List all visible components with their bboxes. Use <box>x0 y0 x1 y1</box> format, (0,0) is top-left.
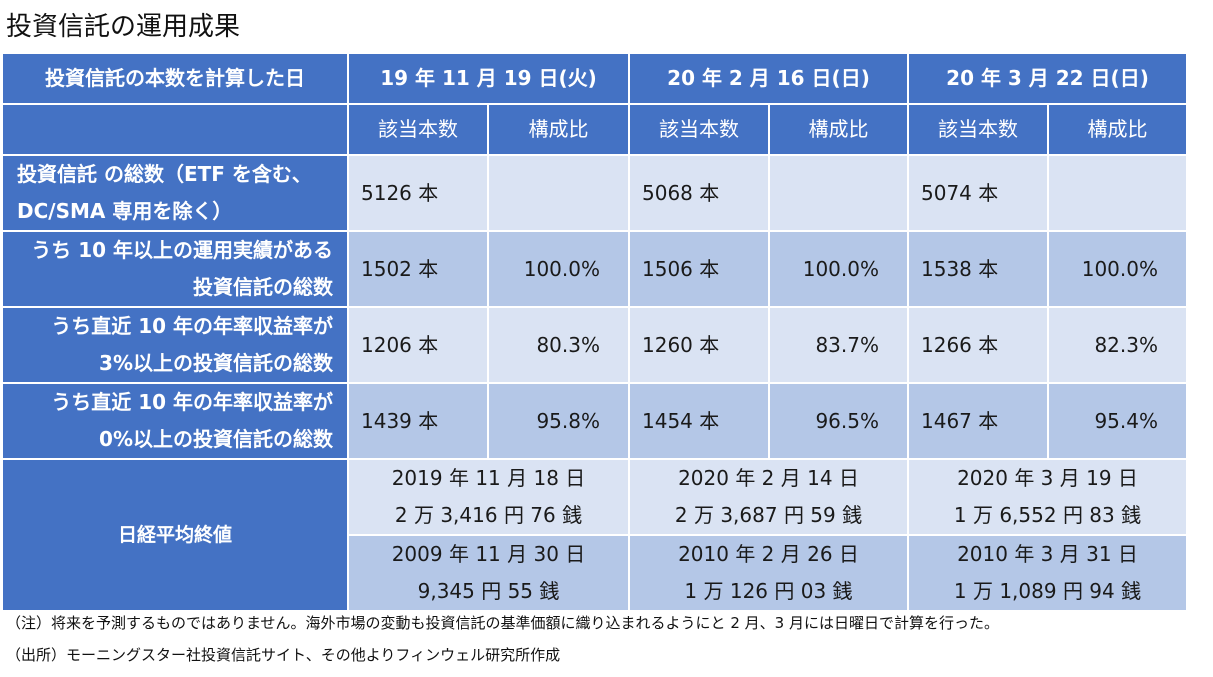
count-cell: 1266 本 <box>907 306 1049 384</box>
nikkei-past-cell: 2009 年 11 月 30 日 9,345 円 55 銭 <box>347 534 630 612</box>
nikkei-value: 1 万 1,089 円 94 銭 <box>953 579 1142 603</box>
table-row: うち直近 10 年の年率収益率が 3%以上の投資信託の総数 1206 本 80.… <box>1 306 1188 384</box>
nikkei-label: 日経平均終値 <box>1 458 349 612</box>
ratio-cell <box>487 154 630 232</box>
footnote-source: （出所）モーニングスター社投資信託サイト、その他よりフィンウェル研究所作成 <box>6 646 561 664</box>
ratio-cell: 83.7% <box>768 306 909 384</box>
count-cell: 1439 本 <box>347 382 489 460</box>
subheader-blank <box>1 103 349 156</box>
row-label-line: 投資信託の総数 <box>193 275 333 299</box>
subheader-ratio-2: 構成比 <box>768 103 909 156</box>
nikkei-past-cell: 2010 年 2 月 26 日 1 万 126 円 03 銭 <box>628 534 909 612</box>
count-cell: 1538 本 <box>907 230 1049 308</box>
header-calc-date-label: 投資信託の本数を計算した日 <box>1 52 349 105</box>
footnote-note: （注）将来を予測するものではありません。海外市場の変動も投資信託の基準価額に織り… <box>6 614 999 632</box>
row-label-line: 0%以上の投資信託の総数 <box>99 427 333 451</box>
subheader-ratio-3: 構成比 <box>1047 103 1188 156</box>
count-cell: 5074 本 <box>907 154 1049 232</box>
subheader-count-3: 該当本数 <box>907 103 1049 156</box>
table-row: 2009 年 11 月 30 日 9,345 円 55 銭 2010 年 2 月… <box>2 534 1188 612</box>
nikkei-date: 2019 年 11 月 18 日 <box>391 466 586 490</box>
row-label-3pct: うち直近 10 年の年率収益率が 3%以上の投資信託の総数 <box>1 306 349 384</box>
subheader-count-2: 該当本数 <box>628 103 770 156</box>
count-cell: 1260 本 <box>628 306 770 384</box>
ratio-cell: 80.3% <box>487 306 630 384</box>
header-date-1: 19 年 11 月 19 日(火) <box>347 52 630 105</box>
header-date-2: 20 年 2 月 16 日(日) <box>628 52 909 105</box>
row-label-total: 投資信託 の総数（ETF を含む、 DC/SMA 専用を除く） <box>1 154 349 232</box>
row-label-line: うち 10 年以上の運用実績がある <box>31 238 333 262</box>
ratio-cell: 82.3% <box>1047 306 1188 384</box>
ratio-cell: 100.0% <box>487 230 630 308</box>
nikkei-value: 9,345 円 55 銭 <box>417 579 560 603</box>
nikkei-recent-cell: 2020 年 3 月 19 日 1 万 6,552 円 83 銭 <box>907 458 1188 536</box>
row-label-0pct: うち直近 10 年の年率収益率が 0%以上の投資信託の総数 <box>1 382 349 460</box>
nikkei-date: 2010 年 2 月 26 日 <box>678 542 859 566</box>
nikkei-recent-cell: 2019 年 11 月 18 日 2 万 3,416 円 76 銭 <box>347 458 630 536</box>
count-cell: 1502 本 <box>347 230 489 308</box>
nikkei-date: 2020 年 2 月 14 日 <box>678 466 859 490</box>
count-cell: 1467 本 <box>907 382 1049 460</box>
row-label-line: うち直近 10 年の年率収益率が <box>51 390 333 414</box>
nikkei-value: 1 万 6,552 円 83 銭 <box>953 503 1142 527</box>
row-label-line: 3%以上の投資信託の総数 <box>99 351 333 375</box>
row-label-line: うち直近 10 年の年率収益率が <box>51 314 333 338</box>
count-cell: 1506 本 <box>628 230 770 308</box>
table-row: うち 10 年以上の運用実績がある 投資信託の総数 1502 本 100.0% … <box>1 230 1188 308</box>
subheader-ratio-1: 構成比 <box>487 103 630 156</box>
row-label-line: DC/SMA 専用を除く） <box>17 199 233 223</box>
nikkei-date: 2010 年 3 月 31 日 <box>957 542 1138 566</box>
ratio-cell <box>1047 154 1188 232</box>
ratio-cell <box>768 154 909 232</box>
count-cell: 5126 本 <box>347 154 489 232</box>
row-label-line: 投資信託 の総数（ETF を含む、 <box>17 162 312 186</box>
nikkei-value: 1 万 126 円 03 銭 <box>684 579 853 603</box>
ratio-cell: 95.8% <box>487 382 630 460</box>
subheader-count-1: 該当本数 <box>347 103 489 156</box>
table-row: 投資信託 の総数（ETF を含む、 DC/SMA 専用を除く） 5126 本 5… <box>1 154 1188 232</box>
ratio-cell: 96.5% <box>768 382 909 460</box>
ratio-cell: 100.0% <box>768 230 909 308</box>
table-row: うち直近 10 年の年率収益率が 0%以上の投資信託の総数 1439 本 95.… <box>1 382 1188 460</box>
count-cell: 1454 本 <box>628 382 770 460</box>
ratio-cell: 95.4% <box>1047 382 1188 460</box>
count-cell: 1206 本 <box>347 306 489 384</box>
ratio-cell: 100.0% <box>1047 230 1188 308</box>
nikkei-value: 2 万 3,687 円 59 銭 <box>674 503 863 527</box>
table-row: 日経平均終値 2019 年 11 月 18 日 2 万 3,416 円 76 銭… <box>1 458 1188 612</box>
nikkei-date: 2009 年 11 月 30 日 <box>391 542 586 566</box>
header-date-3: 20 年 3 月 22 日(日) <box>907 52 1188 105</box>
nikkei-date: 2020 年 3 月 19 日 <box>957 466 1138 490</box>
fund-performance-table: 投資信託の本数を計算した日 19 年 11 月 19 日(火) 20 年 2 月… <box>1 52 1188 612</box>
nikkei-recent-cell: 2020 年 2 月 14 日 2 万 3,687 円 59 銭 <box>628 458 909 536</box>
count-cell: 5068 本 <box>628 154 770 232</box>
page-title: 投資信託の運用成果 <box>6 12 241 42</box>
nikkei-value: 2 万 3,416 円 76 銭 <box>394 503 583 527</box>
nikkei-past-cell: 2010 年 3 月 31 日 1 万 1,089 円 94 銭 <box>907 534 1188 612</box>
row-label-10yr: うち 10 年以上の運用実績がある 投資信託の総数 <box>1 230 349 308</box>
